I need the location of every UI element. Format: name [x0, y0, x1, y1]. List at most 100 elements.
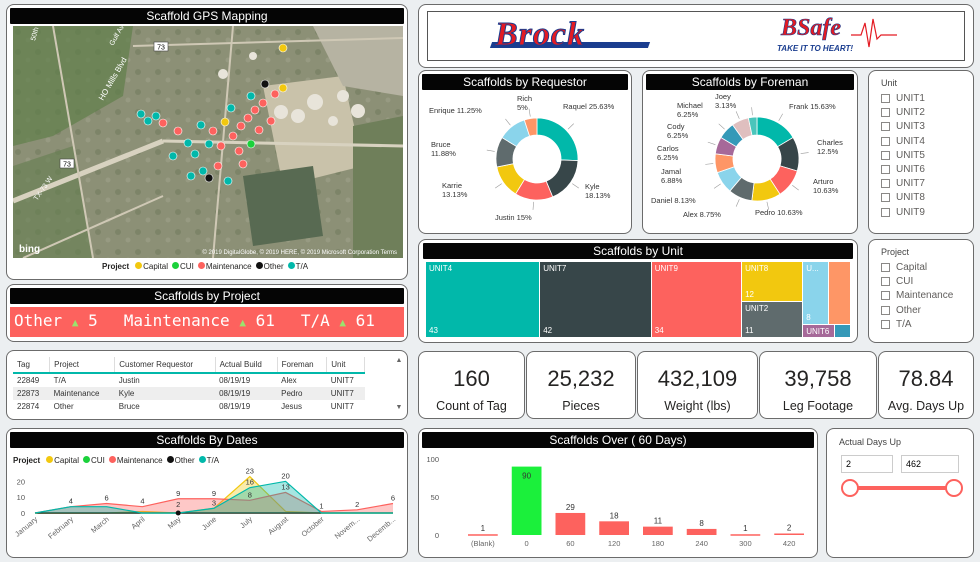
unit-option-unit4[interactable]: UNIT4	[881, 136, 925, 147]
slice-kyle	[545, 159, 579, 198]
project-option-cui[interactable]: CUI	[881, 276, 913, 287]
treemap-tile[interactable]: UNIT9 34	[651, 262, 742, 337]
table-row[interactable]: 22874 Other Bruce 08/19/19 Jesus UNIT7	[13, 400, 365, 413]
table-cell: 22873	[17, 389, 40, 398]
unit-option-unit6[interactable]: UNIT6	[881, 164, 925, 175]
column-header[interactable]: Foreman	[277, 357, 328, 373]
scroll-up-icon[interactable]: ▲	[395, 357, 403, 364]
table-cell: Justin	[118, 376, 140, 385]
bsafe-logo: BSafe TAKE IT TO HEART!	[777, 15, 897, 59]
checkbox-icon[interactable]	[881, 179, 890, 189]
days-bar-chart[interactable]: 0 50 100 1 (Blank) 90 0 29 60 18 120 11 180 8 240 1 300 2…	[419, 449, 817, 557]
project-option-maintenance[interactable]: Maintenance	[881, 290, 953, 301]
unit-option-unit1[interactable]: UNIT1	[881, 93, 925, 104]
treemap-tile[interactable]	[828, 262, 850, 325]
table-row[interactable]: 22849 T/A Justin 08/19/19 Alex UNIT7	[13, 373, 365, 387]
kpi-avg-days-up: 78.84 Avg. Days Up	[878, 351, 974, 419]
checkbox-icon[interactable]	[881, 150, 890, 160]
slice-pct-kyle: 18.13%	[585, 191, 611, 200]
leader-line	[766, 201, 770, 210]
days-up-min-handle[interactable]	[841, 479, 859, 497]
checkbox-icon[interactable]	[881, 263, 890, 272]
table-cell: Pedro	[281, 389, 303, 398]
kpi-leg-footage: 39,758 Leg Footage	[759, 351, 877, 419]
data-label: 16	[246, 478, 254, 487]
table-scrollbar[interactable]: ▲ ▼	[395, 357, 403, 411]
scaffold-markers[interactable]	[136, 43, 288, 186]
project-option-capital[interactable]: Capital	[881, 262, 927, 273]
unit-option-unit7[interactable]: UNIT7	[881, 178, 925, 189]
slice-pct-arturo: 10.63%	[813, 186, 839, 195]
treemap-tile[interactable]: U... 8	[803, 262, 828, 325]
bar-value-label: 1	[481, 524, 486, 533]
leader-line	[792, 185, 799, 191]
slice-label-alex: Alex 8.75%	[683, 210, 721, 219]
checkbox-icon[interactable]	[881, 291, 890, 301]
column-header[interactable]: Project	[49, 357, 116, 373]
column-header[interactable]: Actual Build	[215, 357, 278, 373]
project-ticker[interactable]: Other ▲ 5 Maintenance ▲ 61 T/A ▲ 61	[10, 307, 404, 337]
column-header[interactable]: Unit	[326, 357, 365, 373]
x-tick-label: Decemb...	[365, 515, 397, 544]
y-tick-label: 100	[426, 455, 439, 464]
scroll-down-icon[interactable]: ▼	[395, 404, 403, 411]
column-header[interactable]: Customer Requestor	[114, 357, 216, 373]
project-option-ta[interactable]: T/A	[881, 319, 912, 330]
x-tick-label: 420	[783, 539, 796, 548]
days-up-max-input[interactable]	[901, 455, 959, 473]
checkbox-icon[interactable]	[881, 136, 890, 146]
treemap-tile[interactable]	[835, 325, 850, 337]
unit-option-unit5[interactable]: UNIT5	[881, 150, 925, 161]
map-title: Scaffold GPS Mapping	[10, 8, 404, 24]
slice-pct-michael: 6.25%	[677, 110, 699, 119]
checkbox-icon[interactable]	[881, 165, 890, 174]
line-maintenance	[34, 491, 394, 514]
y-tick-label: 0	[21, 509, 25, 518]
slice-label-kyle: Kyle	[585, 182, 600, 191]
days-up-max-handle[interactable]	[945, 479, 963, 497]
leader-line	[735, 111, 740, 119]
checkbox-icon[interactable]	[881, 122, 890, 132]
checkbox-icon[interactable]	[881, 193, 890, 203]
map-copyright[interactable]: © 2019 DigitalGlobe, © 2019 HERE, © 2019…	[202, 249, 397, 256]
unit-option-unit8[interactable]: UNIT8	[881, 192, 925, 203]
slice-pct-bruce: 11.88%	[431, 149, 456, 158]
data-label: 8	[248, 490, 252, 499]
scaffold-table: Tag Project Customer Requestor Actual Build…	[13, 357, 365, 413]
unit-option-unit9[interactable]: UNIT9	[881, 207, 925, 218]
treemap-tile-label: UNIT9	[654, 264, 678, 273]
slice-label-carlos: Carlos	[657, 144, 679, 153]
checkbox-icon[interactable]	[881, 277, 890, 287]
checkbox-icon[interactable]	[881, 207, 890, 217]
unit-option-unit2[interactable]: UNIT2	[881, 107, 925, 118]
table-row[interactable]: 22873 Maintenance Kyle 08/19/19 Pedro UNIT7	[13, 387, 365, 400]
treemap-tile[interactable]: UNIT6	[803, 325, 835, 337]
treemap-tile[interactable]: UNIT2 11	[742, 301, 803, 337]
checkbox-icon[interactable]	[881, 305, 890, 315]
map-panel: Scaffold GPS Mapping 73 73 5	[6, 4, 408, 280]
treemap-tile[interactable]: UNIT7 42	[540, 262, 651, 337]
gps-map[interactable]: 73 73 50th St HO Mills Blvd TX-73 W Gulf…	[13, 26, 403, 258]
project-ticker-title: Scaffolds by Project	[10, 288, 404, 304]
treemap-tile[interactable]: UNIT4 43	[426, 262, 540, 337]
leader-line	[567, 123, 574, 130]
bar-value-label: 18	[610, 511, 619, 520]
ticker-item-ta: T/A ▲ 61	[300, 311, 375, 330]
slice-label-raquel: Raquel 25.63%	[563, 102, 615, 111]
treemap-tile[interactable]: UNIT8 12	[742, 262, 803, 301]
unit-treemap[interactable]: UNIT4 43 UNIT7 42 UNIT9 34 UNIT8 12 UNIT2 11 U... 8…	[426, 262, 851, 338]
data-label: 6	[105, 494, 109, 503]
checkbox-icon[interactable]	[881, 94, 890, 103]
days-up-slider-track[interactable]	[849, 486, 955, 490]
unit-option-unit3[interactable]: UNIT3	[881, 121, 925, 132]
project-option-other[interactable]: Other	[881, 305, 921, 316]
column-header[interactable]: Tag	[13, 357, 51, 373]
checkbox-icon[interactable]	[881, 108, 890, 118]
bar-value-label: 90	[522, 472, 531, 481]
requestor-panel: Scaffolds by Requestor Raquel 25.63% Kyle…	[418, 70, 632, 234]
days-up-min-input[interactable]	[841, 455, 893, 473]
checkbox-icon[interactable]	[881, 319, 890, 329]
